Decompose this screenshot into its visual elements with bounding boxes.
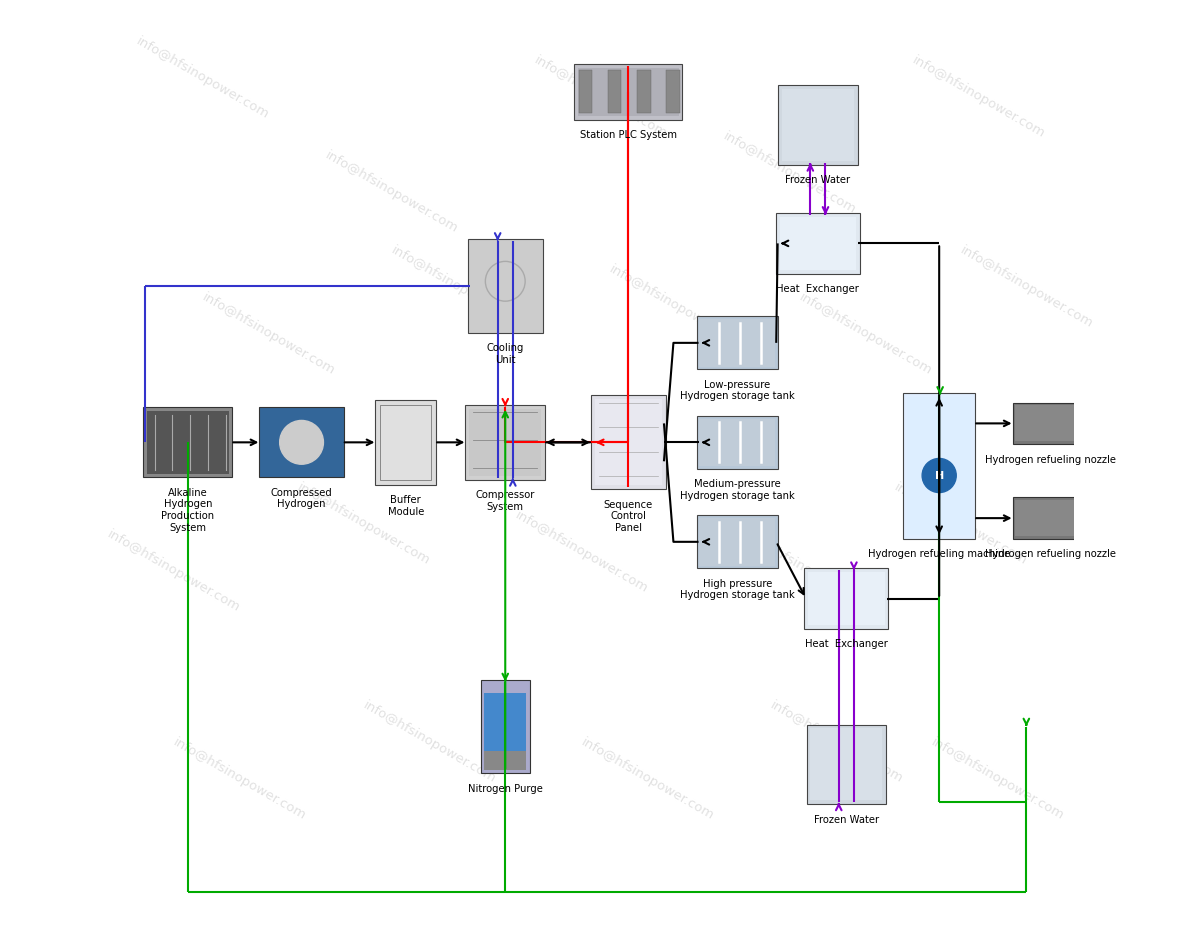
Text: Heat  Exchanger: Heat Exchanger [805, 639, 888, 648]
Text: Hydrogen refueling machine: Hydrogen refueling machine [868, 549, 1010, 559]
FancyBboxPatch shape [700, 519, 775, 565]
Text: Hydrogen refueling nozzle: Hydrogen refueling nozzle [984, 549, 1116, 559]
FancyBboxPatch shape [907, 397, 971, 536]
FancyBboxPatch shape [697, 516, 778, 568]
Text: Heat  Exchanger: Heat Exchanger [776, 284, 859, 294]
Text: Nitrogen Purge: Nitrogen Purge [468, 783, 542, 793]
Text: H: H [935, 471, 944, 481]
Text: Station PLC System: Station PLC System [580, 130, 677, 140]
FancyBboxPatch shape [380, 406, 431, 480]
FancyBboxPatch shape [775, 214, 860, 274]
Text: Buffer
Module: Buffer Module [388, 494, 424, 516]
Text: info@hfsinopower.com: info@hfsinopower.com [768, 698, 906, 784]
Text: info@hfsinopower.com: info@hfsinopower.com [929, 736, 1067, 823]
Text: Compressed
Hydrogen: Compressed Hydrogen [271, 487, 332, 509]
Text: info@hfsinopower.com: info@hfsinopower.com [958, 244, 1096, 330]
Text: info@hfsinopower.com: info@hfsinopower.com [294, 480, 432, 566]
FancyBboxPatch shape [700, 320, 775, 367]
Text: info@hfsinopower.com: info@hfsinopower.com [361, 698, 498, 784]
Text: info@hfsinopower.com: info@hfsinopower.com [911, 54, 1048, 141]
Text: Sequence
Control
Panel: Sequence Control Panel [604, 499, 653, 532]
FancyBboxPatch shape [666, 71, 679, 114]
Text: High pressure
Hydrogen storage tank: High pressure Hydrogen storage tank [680, 578, 794, 600]
Text: Frozen Water: Frozen Water [814, 814, 878, 823]
FancyBboxPatch shape [782, 89, 854, 162]
FancyBboxPatch shape [608, 71, 622, 114]
FancyBboxPatch shape [806, 724, 886, 804]
FancyBboxPatch shape [580, 71, 593, 114]
FancyBboxPatch shape [481, 680, 530, 774]
FancyBboxPatch shape [595, 400, 662, 486]
FancyBboxPatch shape [804, 568, 888, 629]
FancyBboxPatch shape [263, 410, 341, 475]
FancyBboxPatch shape [259, 407, 343, 478]
Text: Frozen Water: Frozen Water [785, 175, 851, 185]
FancyBboxPatch shape [697, 416, 778, 469]
Text: info@hfsinopower.com: info@hfsinopower.com [323, 149, 461, 235]
FancyBboxPatch shape [700, 419, 775, 466]
Text: info@hfsinopower.com: info@hfsinopower.com [739, 527, 877, 614]
Circle shape [280, 421, 324, 465]
Circle shape [922, 459, 956, 493]
FancyBboxPatch shape [697, 317, 778, 370]
FancyBboxPatch shape [376, 401, 436, 485]
Text: Low-pressure
Hydrogen storage tank: Low-pressure Hydrogen storage tank [680, 380, 794, 401]
FancyBboxPatch shape [590, 396, 666, 489]
Text: info@hfsinopower.com: info@hfsinopower.com [199, 290, 337, 377]
FancyBboxPatch shape [148, 411, 229, 474]
Text: info@hfsinopower.com: info@hfsinopower.com [172, 736, 308, 823]
Text: info@hfsinopower.com: info@hfsinopower.com [532, 54, 668, 141]
FancyBboxPatch shape [466, 406, 545, 480]
FancyBboxPatch shape [637, 71, 650, 114]
FancyBboxPatch shape [143, 407, 233, 478]
FancyBboxPatch shape [1013, 498, 1087, 540]
FancyBboxPatch shape [485, 751, 526, 770]
FancyBboxPatch shape [904, 394, 976, 540]
Text: info@hfsinopower.com: info@hfsinopower.com [104, 527, 242, 614]
Text: info@hfsinopower.com: info@hfsinopower.com [721, 129, 858, 216]
FancyBboxPatch shape [1015, 501, 1085, 537]
FancyBboxPatch shape [472, 244, 539, 329]
FancyBboxPatch shape [780, 218, 857, 270]
Text: info@hfsinopower.com: info@hfsinopower.com [133, 35, 271, 122]
FancyBboxPatch shape [810, 728, 882, 801]
Text: Compressor
System: Compressor System [475, 489, 535, 511]
FancyBboxPatch shape [1015, 406, 1085, 442]
Text: Cooling
Unit: Cooling Unit [486, 343, 524, 365]
FancyBboxPatch shape [1013, 403, 1087, 445]
Text: info@hfsinopower.com: info@hfsinopower.com [892, 480, 1028, 566]
FancyBboxPatch shape [578, 69, 679, 117]
FancyBboxPatch shape [808, 572, 884, 625]
Text: Medium-pressure
Hydrogen storage tank: Medium-pressure Hydrogen storage tank [680, 479, 794, 501]
Text: info@hfsinopower.com: info@hfsinopower.com [512, 508, 649, 595]
FancyBboxPatch shape [469, 409, 541, 476]
FancyBboxPatch shape [468, 240, 542, 333]
FancyBboxPatch shape [778, 86, 858, 166]
Text: info@hfsinopower.com: info@hfsinopower.com [797, 290, 934, 377]
Text: Alkaline
Hydrogen
Production
System: Alkaline Hydrogen Production System [161, 487, 215, 532]
FancyBboxPatch shape [485, 693, 526, 754]
Text: info@hfsinopower.com: info@hfsinopower.com [578, 736, 716, 823]
Text: Hydrogen refueling nozzle: Hydrogen refueling nozzle [984, 454, 1116, 465]
FancyBboxPatch shape [575, 65, 683, 121]
Text: info@hfsinopower.com: info@hfsinopower.com [389, 244, 527, 330]
Text: info@hfsinopower.com: info@hfsinopower.com [607, 262, 744, 349]
